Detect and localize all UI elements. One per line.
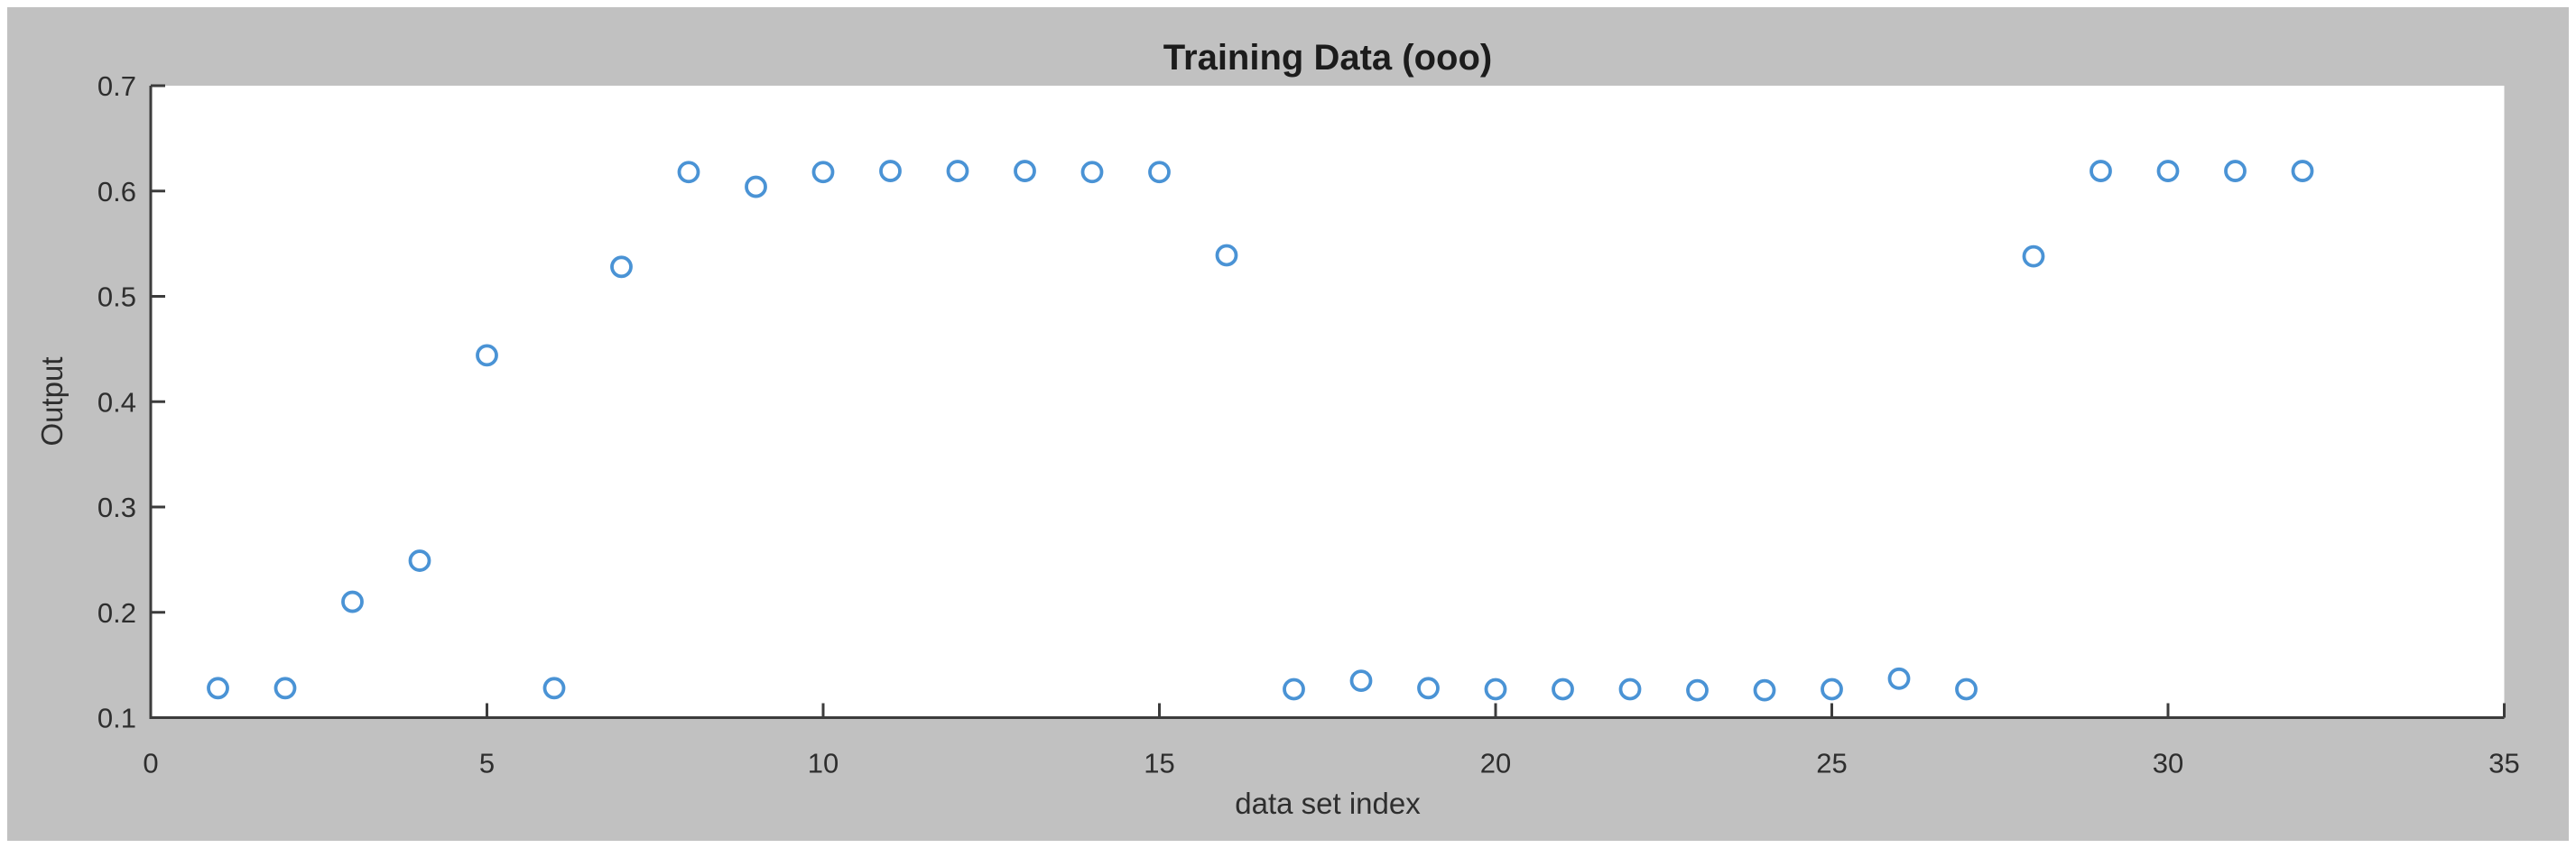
data-point: [946, 160, 969, 182]
x-tick-label: 10: [808, 748, 839, 779]
x-tick-label: 5: [479, 748, 495, 779]
data-point: [1349, 669, 1373, 693]
y-tick-label: 0.4: [97, 386, 136, 418]
data-point: [1215, 244, 1238, 267]
x-tick-label: 20: [1480, 748, 1511, 779]
x-tick-label: 30: [2153, 748, 2183, 779]
data-point: [1686, 678, 1709, 702]
data-point: [1955, 677, 1978, 701]
data-point: [1753, 678, 1776, 702]
plot-background: [151, 86, 2505, 718]
data-point: [1484, 677, 1507, 701]
data-point: [2224, 160, 2247, 182]
data-point: [1148, 161, 1171, 184]
data-point: [879, 160, 902, 182]
y-tick-label: 0.3: [97, 492, 136, 523]
y-tick-label: 0.2: [97, 597, 136, 629]
x-axis-label: data set index: [1235, 787, 1421, 820]
data-point: [1821, 677, 1843, 701]
data-point: [1618, 677, 1642, 701]
data-point: [408, 549, 431, 572]
data-point: [1080, 161, 1104, 184]
data-point: [207, 677, 229, 700]
x-tick-label: 35: [2488, 748, 2519, 779]
data-point: [542, 677, 566, 700]
y-tick-label: 0.5: [97, 281, 136, 313]
data-point: [811, 161, 835, 184]
data-point: [2291, 160, 2314, 182]
data-point: [677, 161, 700, 184]
data-point: [273, 677, 297, 700]
data-point: [610, 255, 633, 279]
data-point: [1552, 677, 1574, 701]
data-point: [341, 590, 364, 613]
data-point: [1887, 667, 1911, 690]
data-point: [476, 344, 498, 367]
data-point: [1417, 677, 1440, 700]
data-point: [2022, 244, 2045, 268]
y-tick-label: 0.1: [97, 703, 136, 734]
x-tick-label: 25: [1816, 748, 1847, 779]
data-point: [1014, 160, 1036, 182]
x-tick-label: 15: [1144, 748, 1174, 779]
data-point: [2156, 160, 2180, 182]
data-point: [745, 175, 767, 198]
chart-title: Training Data (ooo): [1163, 38, 1493, 78]
x-tick-label: 0: [143, 748, 158, 779]
y-tick-label: 0.6: [97, 176, 136, 207]
data-point: [2090, 160, 2112, 182]
data-point: [1283, 677, 1305, 701]
y-tick-label: 0.7: [97, 70, 136, 102]
y-axis-label: Output: [35, 356, 69, 447]
